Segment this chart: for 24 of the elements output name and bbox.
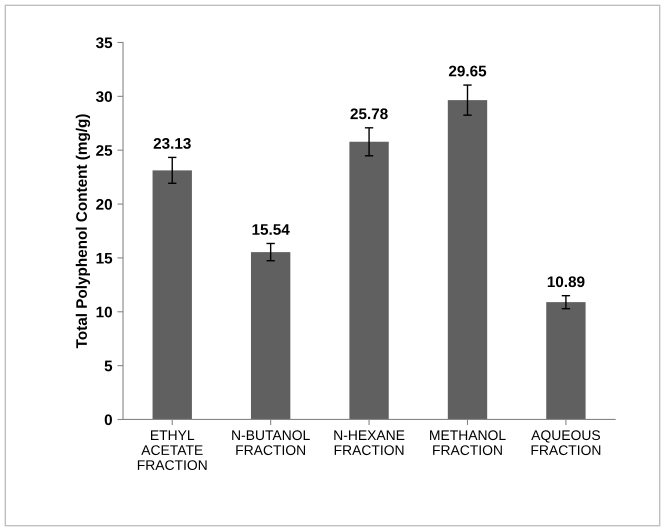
bar xyxy=(448,100,488,420)
y-tick-label: 10 xyxy=(96,306,112,318)
bar xyxy=(152,170,192,420)
data-label: 23.13 xyxy=(154,138,191,149)
data-label: 15.54 xyxy=(252,224,290,235)
y-tick-label: 30 xyxy=(96,91,112,102)
y-tick-label: 0 xyxy=(104,414,112,426)
data-label: 25.78 xyxy=(350,108,388,120)
x-tick-label: AQUEOUS FRACTION xyxy=(531,430,600,456)
x-tick-label: METHANOL FRACTION xyxy=(430,430,506,456)
y-tick-label: 25 xyxy=(96,145,112,156)
bar xyxy=(546,302,586,420)
y-tick-label: 35 xyxy=(96,37,112,48)
x-tick-label: ETHYL ACETATE FRACTION xyxy=(138,430,207,470)
bar xyxy=(250,252,290,420)
y-axis-title: Total Polyphenol Content (mg/g) xyxy=(76,114,90,348)
data-label: 29.65 xyxy=(448,66,486,76)
y-tick-label: 15 xyxy=(96,252,112,264)
y-tick-label: 5 xyxy=(104,360,112,372)
y-tick-label: 20 xyxy=(96,198,112,210)
bar xyxy=(349,142,389,420)
data-label: 10.89 xyxy=(548,276,584,288)
x-tick-label: N-HEXANE FRACTION xyxy=(334,430,404,456)
x-tick-label: N-BUTANOL FRACTION xyxy=(232,430,310,456)
